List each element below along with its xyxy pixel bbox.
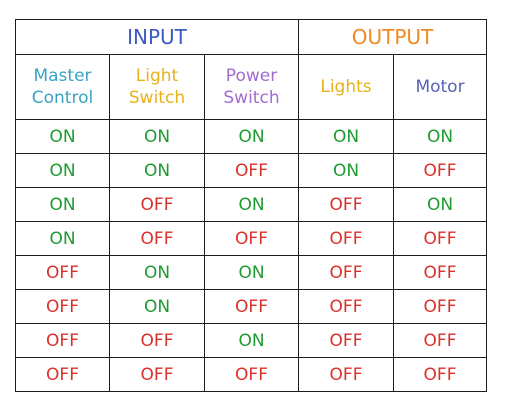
- table-cell-motor: OFF: [393, 357, 487, 392]
- table-cell-motor: ON: [393, 119, 487, 154]
- table-row: ON OFF ON OFF ON: [15, 187, 487, 222]
- table-cell-master-control: OFF: [15, 323, 110, 358]
- table-cell-power-switch: OFF: [204, 153, 299, 188]
- column-header-line: Control: [31, 88, 94, 108]
- column-header-line: Motor: [415, 77, 465, 97]
- output-group-header: OUTPUT: [298, 19, 487, 55]
- table-cell-light-switch: ON: [109, 153, 205, 188]
- table-cell-master-control: ON: [15, 221, 110, 256]
- table-cell-power-switch: ON: [204, 323, 299, 358]
- table-cell-power-switch: ON: [204, 119, 299, 154]
- table-row: OFF OFF ON OFF OFF: [15, 323, 487, 358]
- column-header-line: Lights: [320, 77, 372, 97]
- column-header-lights: Lights: [298, 54, 394, 120]
- column-header-line: Switch: [223, 88, 280, 108]
- table-cell-light-switch: ON: [109, 289, 205, 324]
- column-header-row: Master Control Light Switch Power Switch Light…: [15, 54, 487, 120]
- table-cell-motor: OFF: [393, 221, 487, 256]
- column-header-power-switch: Power Switch: [204, 54, 299, 120]
- column-header-line: Power: [225, 66, 278, 86]
- table-cell-light-switch: OFF: [109, 323, 205, 358]
- table-cell-light-switch: OFF: [109, 357, 205, 392]
- table-cell-light-switch: OFF: [109, 221, 205, 256]
- input-group-header: INPUT: [15, 19, 299, 55]
- table-cell-master-control: OFF: [15, 255, 110, 290]
- table-row: ON ON OFF ON OFF: [15, 153, 487, 188]
- table-cell-motor: ON: [393, 187, 487, 222]
- table-cell-light-switch: OFF: [109, 187, 205, 222]
- table-cell-light-switch: ON: [109, 255, 205, 290]
- table-cell-lights: OFF: [298, 289, 394, 324]
- table-cell-lights: OFF: [298, 187, 394, 222]
- table-cell-power-switch: OFF: [204, 221, 299, 256]
- table-row: OFF ON OFF OFF OFF: [15, 289, 487, 324]
- table-cell-motor: OFF: [393, 255, 487, 290]
- table-cell-master-control: OFF: [15, 357, 110, 392]
- table-cell-light-switch: ON: [109, 119, 205, 154]
- table-cell-lights: ON: [298, 119, 394, 154]
- table-cell-lights: OFF: [298, 357, 394, 392]
- column-header-motor: Motor: [393, 54, 487, 120]
- table-row: OFF ON ON OFF OFF: [15, 255, 487, 290]
- table-cell-master-control: ON: [15, 153, 110, 188]
- table-cell-power-switch: ON: [204, 255, 299, 290]
- table-cell-lights: OFF: [298, 323, 394, 358]
- table-cell-motor: OFF: [393, 323, 487, 358]
- truth-table: INPUT OUTPUT Master Control Light Switch Pow…: [15, 19, 487, 392]
- column-header-light-switch: Light Switch: [109, 54, 205, 120]
- table-row: OFF OFF OFF OFF OFF: [15, 357, 487, 392]
- table-row: ON ON ON ON ON: [15, 119, 487, 154]
- table-row: ON OFF OFF OFF OFF: [15, 221, 487, 256]
- table-cell-lights: OFF: [298, 221, 394, 256]
- table-cell-power-switch: ON: [204, 187, 299, 222]
- table-cell-master-control: ON: [15, 119, 110, 154]
- table-cell-master-control: OFF: [15, 289, 110, 324]
- column-header-line: Master: [33, 66, 92, 86]
- column-header-line: Switch: [128, 88, 186, 108]
- table-cell-power-switch: OFF: [204, 357, 299, 392]
- table-cell-lights: ON: [298, 153, 394, 188]
- column-header-master-control: Master Control: [15, 54, 110, 120]
- table-cell-power-switch: OFF: [204, 289, 299, 324]
- table-cell-motor: OFF: [393, 289, 487, 324]
- table-cell-master-control: ON: [15, 187, 110, 222]
- column-header-line: Light: [135, 66, 179, 86]
- table-cell-lights: OFF: [298, 255, 394, 290]
- table-cell-motor: OFF: [393, 153, 487, 188]
